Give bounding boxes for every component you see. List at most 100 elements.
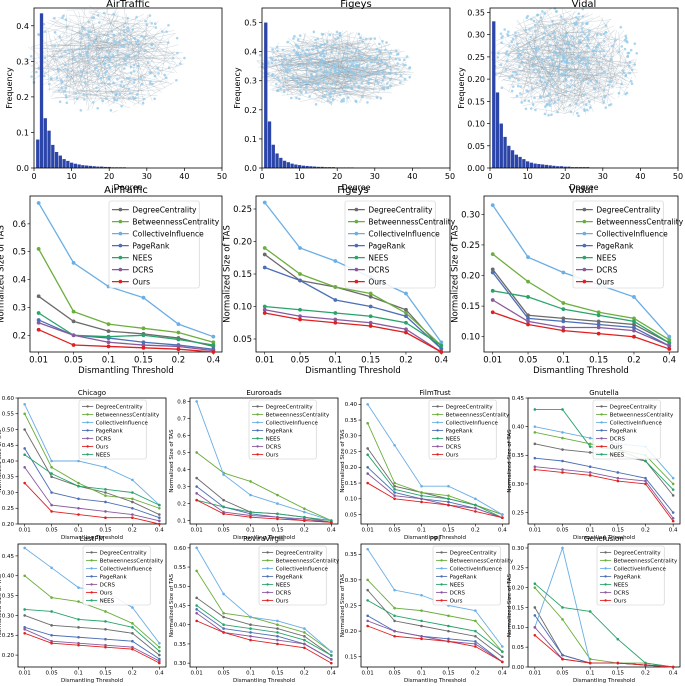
histogram-bar [525, 161, 530, 168]
series-line [534, 457, 674, 513]
network-edge [54, 37, 102, 48]
network-edge [572, 35, 594, 62]
series-line [492, 290, 670, 344]
network-node [148, 70, 152, 74]
network-edge [108, 4, 119, 30]
y-tick-label: 0.1 [16, 128, 29, 137]
x-tick-label: 0.2 [128, 671, 137, 677]
network-node [63, 89, 66, 93]
histogram-bar [107, 166, 111, 168]
histogram-bar [88, 165, 93, 168]
y-tick-label: 0.40 [2, 459, 15, 465]
network-node [115, 98, 119, 102]
x-tick-label: 0.4 [435, 356, 449, 366]
y-tick-label: 0.30 [467, 31, 485, 40]
data-point [368, 304, 373, 309]
legend-marker [600, 421, 603, 424]
network-node [369, 37, 373, 41]
data-point [420, 497, 423, 501]
network-node [132, 69, 136, 73]
data-point [131, 516, 134, 519]
data-point [262, 304, 267, 309]
network-edge [308, 48, 322, 50]
network-node [286, 68, 290, 71]
data-point [131, 626, 134, 629]
series-betweennesscentrality [23, 574, 161, 649]
network-node [597, 61, 601, 64]
network-node [581, 30, 585, 33]
network-node [404, 63, 407, 67]
network-node [334, 38, 337, 41]
data-point [131, 647, 134, 651]
network-edge [522, 58, 531, 61]
series-collectiveinfluence [195, 400, 333, 522]
network-node [500, 86, 504, 89]
network-edge [533, 75, 571, 109]
network-edge [293, 71, 381, 98]
network-node [132, 81, 136, 84]
network-node [148, 14, 152, 17]
x-tick-label: 0.15 [271, 671, 284, 677]
data-point [222, 615, 225, 619]
data-point [141, 340, 146, 345]
data-point [561, 653, 564, 657]
histogram-bar [522, 159, 526, 168]
network-node [572, 37, 576, 40]
legend-label: NEES [276, 582, 291, 588]
data-point [368, 291, 373, 296]
data-point [671, 476, 675, 480]
data-point [533, 456, 537, 460]
network-node [560, 73, 563, 76]
network-edge [516, 30, 557, 84]
network-node [499, 32, 503, 35]
network-edge [512, 58, 590, 108]
histogram-bar [559, 166, 564, 168]
data-point [50, 624, 53, 627]
network-node [340, 100, 343, 103]
network-node [114, 93, 117, 97]
y-tick-label: 0.35 [2, 594, 15, 600]
x-axis-label: Dismantling Threshold [305, 366, 401, 376]
x-tick-label: 0.05 [388, 671, 401, 677]
network-edge [307, 60, 360, 63]
y-tick-label: 0.30 [512, 482, 525, 488]
legend-label: CollectiveInfluence [450, 566, 503, 572]
network-edge [579, 77, 617, 79]
network-node [276, 76, 280, 80]
data-point [23, 608, 26, 611]
series-line [492, 299, 670, 347]
network-node [553, 83, 556, 86]
network-edge [552, 45, 557, 75]
x-tick-label: 20 [332, 172, 342, 181]
y-tick-label: 0.15 [461, 302, 480, 312]
network-node [60, 80, 64, 84]
legend-label: DCRS [596, 265, 617, 274]
network-edge [51, 42, 163, 52]
network-node [550, 113, 553, 117]
network-node [96, 106, 100, 110]
network-edge [564, 9, 610, 54]
series-degreecentrality [23, 614, 161, 657]
histogram-bar [297, 165, 302, 168]
network-node [341, 64, 345, 67]
network-edge [332, 32, 334, 55]
network-node [106, 37, 110, 41]
network-node [156, 66, 159, 70]
network-edge [104, 14, 127, 43]
network-node [514, 34, 518, 38]
network-node [331, 98, 335, 101]
legend-box [592, 399, 661, 460]
network-node [283, 57, 286, 61]
data-point [141, 343, 146, 347]
legend-marker [256, 453, 259, 456]
y-tick-label: 0.30 [345, 578, 358, 584]
network-node [351, 75, 354, 79]
legend: DegreeCentralityBetweennessCentralityCol… [596, 545, 678, 606]
series-line [196, 452, 332, 522]
data-point [77, 497, 80, 501]
data-point [393, 606, 396, 610]
network-node [283, 55, 287, 58]
network-node [586, 37, 590, 41]
data-point [276, 493, 279, 497]
y-tick-label: 0.6 [12, 220, 26, 230]
